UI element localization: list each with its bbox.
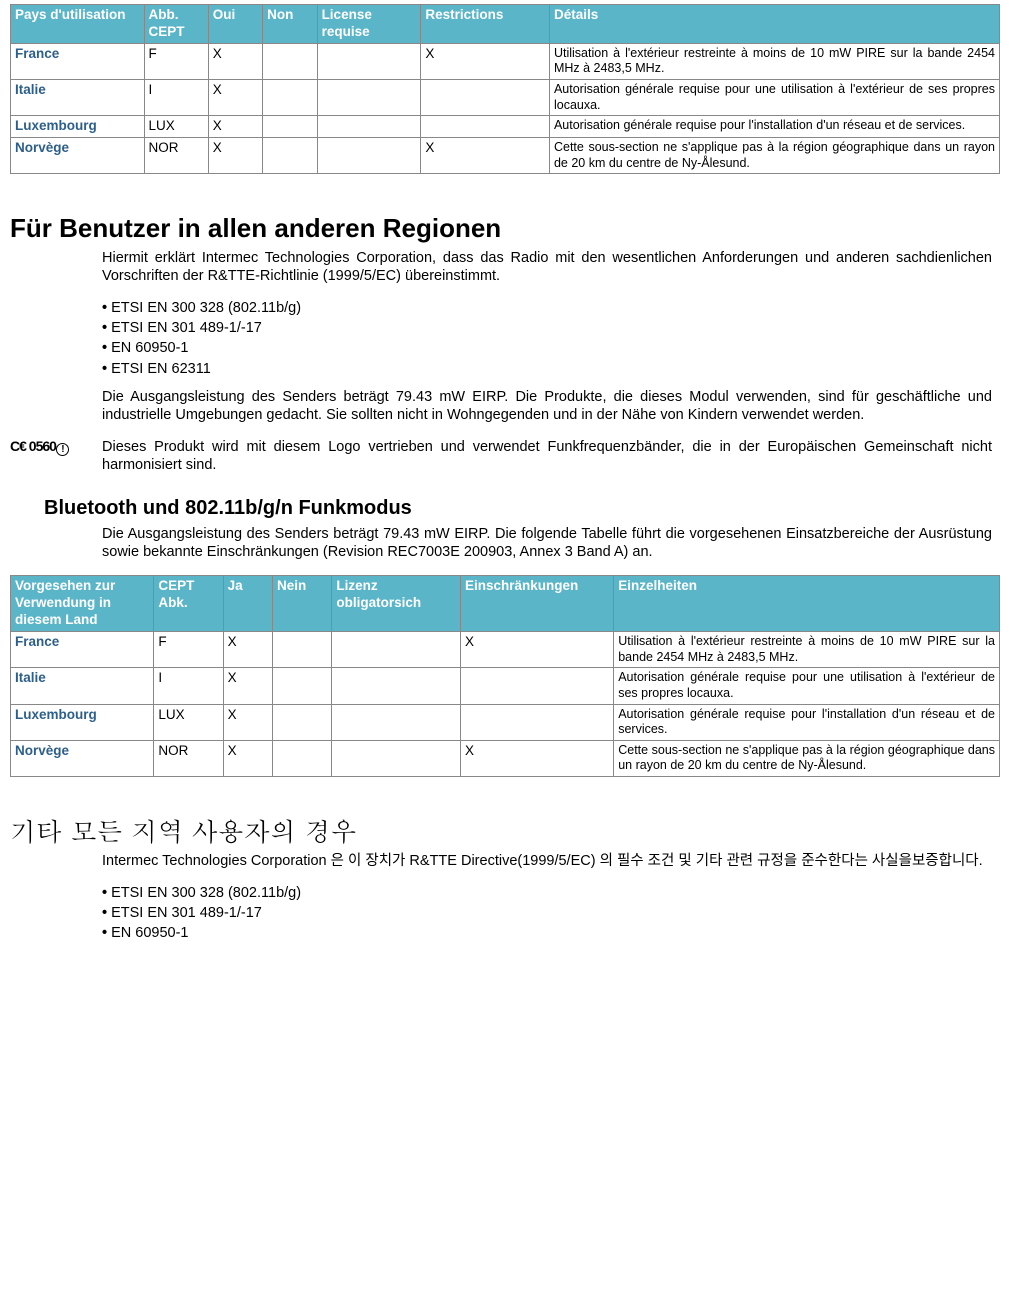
list-item: ETSI EN 301 489-1/-17 — [102, 319, 992, 337]
cell: X — [421, 138, 550, 174]
cell — [263, 43, 317, 79]
cell: Luxembourg — [11, 116, 145, 138]
cell: Utilisation à l'extérieur restreinte à m… — [614, 632, 1000, 668]
th: Non — [263, 5, 317, 44]
th: Abb. CEPT — [144, 5, 208, 44]
cell: France — [11, 43, 145, 79]
cell: I — [144, 80, 208, 116]
cell: Autorisation générale requise pour l'ins… — [614, 704, 1000, 740]
cell — [332, 740, 461, 776]
heading-korean: 기타 모든 지역 사용자의 경우 — [10, 815, 1000, 848]
cell: X — [460, 740, 613, 776]
th: Einschränkungen — [460, 576, 613, 632]
table-row: ItalieIX Autorisation générale requise po… — [11, 80, 1000, 116]
cell: Autorisation générale requise pour une u… — [614, 668, 1000, 704]
list-item: ETSI EN 301 489-1/-17 — [102, 904, 992, 922]
cell: X — [208, 43, 262, 79]
cell: X — [223, 704, 272, 740]
cell — [317, 43, 421, 79]
cell — [317, 116, 421, 138]
cell: Luxembourg — [11, 704, 154, 740]
french-table: Pays d'utilisation Abb. CEPT Oui Non Lic… — [10, 4, 1000, 174]
cell — [332, 704, 461, 740]
table-row: FranceFXXUtilisation à l'extérieur restr… — [11, 632, 1000, 668]
table-row: NorvègeNORXXCette sous-section ne s'appl… — [11, 138, 1000, 174]
th: License requise — [317, 5, 421, 44]
heading-german: Für Benutzer in allen anderen Regionen — [10, 212, 1000, 245]
list-item: EN 60950-1 — [102, 339, 992, 357]
table-row: NorvègeNORXXCette sous-section ne s'appl… — [11, 740, 1000, 776]
th: Einzelheiten — [614, 576, 1000, 632]
th: Oui — [208, 5, 262, 44]
cell: Cette sous-section ne s'applique pas à l… — [614, 740, 1000, 776]
th: Ja — [223, 576, 272, 632]
cell: F — [144, 43, 208, 79]
cell — [332, 668, 461, 704]
cell: France — [11, 632, 154, 668]
table-row: LuxembourgLUXX Autorisation générale requ… — [11, 704, 1000, 740]
cell — [317, 80, 421, 116]
cell — [273, 704, 332, 740]
cell — [273, 740, 332, 776]
paragraph: Die Ausgangsleistung des Senders beträgt… — [102, 388, 992, 424]
cell: Utilisation à l'extérieur restreinte à m… — [549, 43, 999, 79]
cell: X — [460, 632, 613, 668]
cell: NOR — [144, 138, 208, 174]
cell: Italie — [11, 668, 154, 704]
th: Nein — [273, 576, 332, 632]
cell: Norvège — [11, 138, 145, 174]
cell: Italie — [11, 80, 145, 116]
standards-list: ETSI EN 300 328 (802.11b/g) ETSI EN 301 4… — [102, 299, 992, 378]
list-item: ETSI EN 62311 — [102, 360, 992, 378]
list-item: ETSI EN 300 328 (802.11b/g) — [102, 884, 992, 902]
table-row: ItalieIX Autorisation générale requise po… — [11, 668, 1000, 704]
list-item: ETSI EN 300 328 (802.11b/g) — [102, 299, 992, 317]
th: Vorgesehen zur Verwendung in diesem Land — [11, 576, 154, 632]
cell — [263, 138, 317, 174]
cell — [460, 704, 613, 740]
cell: X — [421, 43, 550, 79]
cell: X — [223, 632, 272, 668]
cell: Norvège — [11, 740, 154, 776]
th: Pays d'utilisation — [11, 5, 145, 44]
cell: Autorisation générale requise pour une u… — [549, 80, 999, 116]
cell — [421, 116, 550, 138]
cell: X — [223, 740, 272, 776]
cell — [273, 668, 332, 704]
cell: NOR — [154, 740, 223, 776]
cell — [460, 668, 613, 704]
cell — [263, 116, 317, 138]
table-row: LuxembourgLUXX Autorisation générale requ… — [11, 116, 1000, 138]
paragraph: Intermec Technologies Corporation 은 이 장치… — [102, 852, 992, 870]
cell: X — [208, 138, 262, 174]
cell: X — [208, 116, 262, 138]
cell: LUX — [144, 116, 208, 138]
table-row: FranceFXXUtilisation à l'extérieur restr… — [11, 43, 1000, 79]
cell — [273, 632, 332, 668]
cell — [317, 138, 421, 174]
german-table: Vorgesehen zur Verwendung in diesem Land… — [10, 575, 1000, 777]
ce-mark: C€ 0560! — [10, 438, 102, 456]
cell: X — [223, 668, 272, 704]
th: Détails — [549, 5, 999, 44]
cell — [332, 632, 461, 668]
th: Restrictions — [421, 5, 550, 44]
paragraph: Hiermit erklärt Intermec Technologies Co… — [102, 249, 992, 285]
list-item: EN 60950-1 — [102, 924, 992, 942]
standards-list: ETSI EN 300 328 (802.11b/g) ETSI EN 301 4… — [102, 884, 992, 942]
cell: LUX — [154, 704, 223, 740]
cell: Autorisation générale requise pour l'ins… — [549, 116, 999, 138]
cell: X — [208, 80, 262, 116]
cell — [421, 80, 550, 116]
cell — [263, 80, 317, 116]
ce-text: Dieses Produkt wird mit diesem Logo vert… — [102, 438, 992, 474]
cell: F — [154, 632, 223, 668]
cell: Cette sous-section ne s'applique pas à l… — [549, 138, 999, 174]
th: Lizenz obligatorsich — [332, 576, 461, 632]
subheading-bluetooth: Bluetooth und 802.11b/g/n Funkmodus — [44, 496, 1000, 521]
paragraph: Die Ausgangsleistung des Senders beträgt… — [102, 525, 992, 561]
cell: I — [154, 668, 223, 704]
th: CEPT Abk. — [154, 576, 223, 632]
